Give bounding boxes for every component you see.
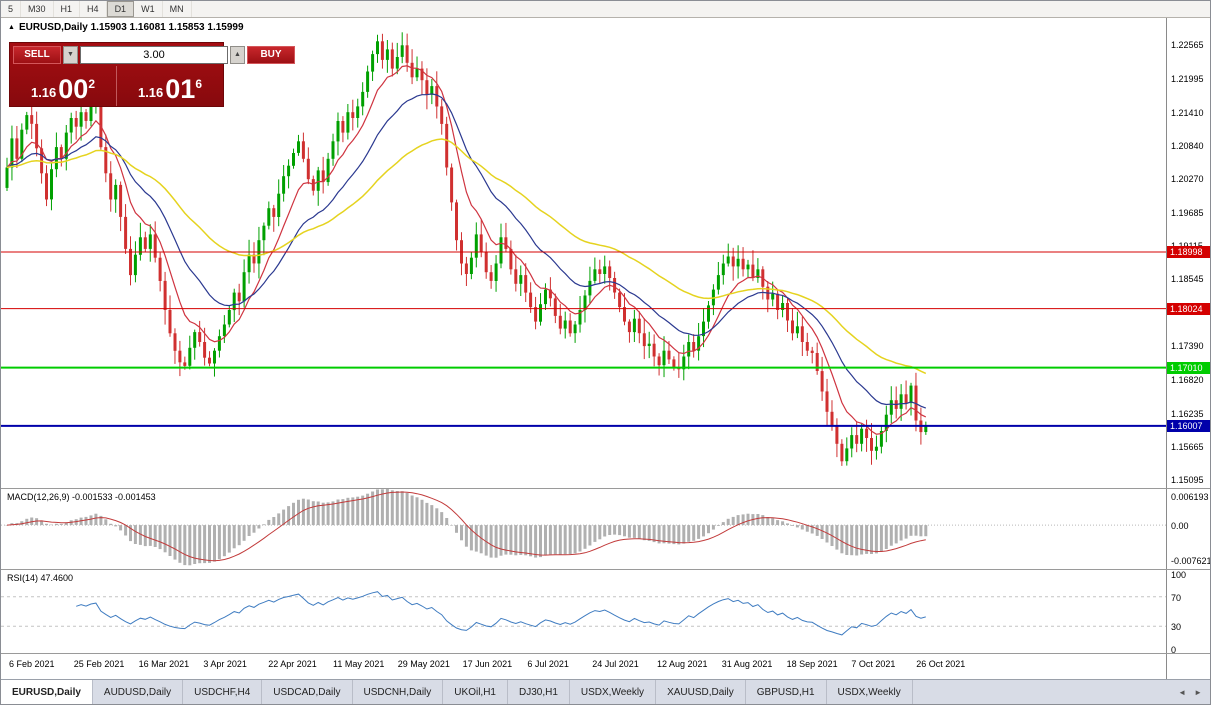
chart-tab-usdx-weekly[interactable]: USDX,Weekly [827, 680, 913, 704]
chart-tab-ukoil-h1[interactable]: UKOil,H1 [443, 680, 508, 704]
timeframe-button-W1[interactable]: W1 [134, 1, 163, 17]
tabs-scroll-left-icon[interactable]: ◄ [1178, 687, 1187, 697]
date-label: 24 Jul 2021 [592, 659, 639, 669]
volume-decrease-button[interactable]: ▼ [63, 45, 78, 64]
price-axis-tick: 1.17390 [1171, 341, 1204, 352]
timeframe-button-5[interactable]: 5 [1, 1, 22, 17]
chart-tab-usdcnh-daily[interactable]: USDCNH,Daily [353, 680, 444, 704]
date-label: 12 Aug 2021 [657, 659, 708, 669]
sell-price-mid: 00 [58, 74, 89, 104]
sell-price[interactable]: 1.16 00 2 [10, 66, 117, 106]
macd-pane[interactable] [1, 489, 1166, 569]
volume-increase-button[interactable]: ▲ [230, 45, 245, 64]
timeframe-button-H1[interactable]: H1 [54, 1, 81, 17]
price-axis-tick: 1.20840 [1171, 140, 1204, 151]
timeframe-buttons: 5 M30 H1 H4 D1 W1 MN [1, 1, 192, 17]
symbol-ohlc-text: EURUSD,Daily 1.15903 1.16081 1.15853 1.1… [18, 22, 244, 33]
macd-label: MACD(12,26,9) -0.001533 -0.001453 [7, 492, 156, 502]
buy-price-mid: 01 [165, 74, 196, 104]
buy-price-sup: 6 [195, 77, 203, 91]
sell-price-big: 1.16 [30, 85, 57, 100]
sell-button[interactable]: SELL [13, 45, 61, 64]
timeframe-button-H4[interactable]: H4 [80, 1, 107, 17]
one-click-trading-panel: SELL ▼ ▲ BUY 1.16 00 2 1.16 01 6 [9, 42, 295, 107]
chart-tab-usdcad-daily[interactable]: USDCAD,Daily [262, 680, 353, 704]
pane-separator[interactable] [1, 488, 1210, 489]
chart-tab-bar: EURUSD,Daily AUDUSD,Daily USDCHF,H4 USDCAD,… [1, 679, 1210, 704]
chart-tab-gbpusd-h1[interactable]: GBPUSD,H1 [746, 680, 827, 704]
timeframe-button-MN[interactable]: MN [163, 1, 192, 17]
macd-axis-tick: 0.00 [1171, 521, 1189, 532]
date-label: 3 Apr 2021 [203, 659, 247, 669]
price-axis-tick: 1.15665 [1171, 441, 1204, 452]
chart-tab-eurusd-daily[interactable]: EURUSD,Daily [1, 680, 93, 704]
rsi-axis-tick: 0 [1171, 644, 1177, 655]
hline-price-label: 1.17010 [1167, 361, 1210, 374]
rsi-label: RSI(14) 47.4600 [7, 573, 74, 583]
sell-price-sup: 2 [88, 77, 96, 91]
price-chart-pane[interactable] [1, 18, 1166, 488]
time-axis[interactable]: 6 Feb 2021 25 Feb 2021 16 Mar 2021 3 Apr 20… [1, 654, 1166, 679]
date-label: 31 Aug 2021 [721, 659, 773, 669]
macd-axis-tick: 0.006193 [1171, 492, 1209, 503]
rsi-axis-tick: 70 [1171, 592, 1182, 603]
date-label: 17 Jun 2021 [462, 659, 513, 669]
macd-axis-tick: -0.007621 [1171, 556, 1211, 567]
date-label: 22 Apr 2021 [268, 659, 317, 669]
chart-tabs: EURUSD,Daily AUDUSD,Daily USDCHF,H4 USDCAD,… [1, 680, 913, 704]
price-axis-tick: 1.20270 [1171, 173, 1204, 184]
timeframe-button-D1[interactable]: D1 [106, 1, 135, 17]
hline-price-label: 1.18024 [1167, 302, 1210, 315]
chart-tab-usdchf-h4[interactable]: USDCHF,H4 [183, 680, 263, 704]
date-label: 29 May 2021 [397, 659, 450, 669]
rsi-axis-tick: 100 [1171, 570, 1187, 581]
price-axis-tick: 1.18545 [1171, 274, 1204, 285]
chart-tab-usdx-weekly[interactable]: USDX,Weekly [570, 680, 657, 704]
chart-area[interactable]: 1.22565 1.21995 1.21410 1.20840 1.20270 1.196… [1, 18, 1211, 679]
price-axis[interactable]: 1.22565 1.21995 1.21410 1.20840 1.20270 1.196… [1166, 18, 1211, 679]
date-label: 25 Feb 2021 [73, 659, 125, 669]
rsi-axis-tick: 30 [1171, 622, 1182, 633]
price-axis-tick: 1.16235 [1171, 408, 1204, 419]
price-axis-tick: 1.16820 [1171, 374, 1204, 385]
date-label: 7 Oct 2021 [851, 659, 896, 669]
chart-tab-xauusd-daily[interactable]: XAUUSD,Daily [656, 680, 746, 704]
symbol-arrow-icon: ▲ [8, 24, 15, 31]
price-axis-tick: 1.22565 [1171, 40, 1204, 51]
buy-price[interactable]: 1.16 01 6 [117, 66, 223, 106]
date-label: 6 Feb 2021 [9, 659, 55, 669]
symbol-info-line: ▲ EURUSD,Daily 1.15903 1.16081 1.15853 1… [8, 22, 244, 33]
hline-price-label: 1.16007 [1167, 419, 1210, 432]
date-label: 26 Oct 2021 [916, 659, 966, 669]
hline-price-label: 1.18998 [1167, 245, 1210, 258]
pane-separator[interactable] [1, 569, 1210, 570]
timeframe-button-M30[interactable]: M30 [21, 1, 54, 17]
timeframe-toolbar: 5 M30 H1 H4 D1 W1 MN [1, 1, 1210, 18]
price-axis-tick: 1.21410 [1171, 107, 1204, 118]
tab-scroll-controls: ◄ ► [1170, 680, 1210, 704]
price-axis-tick: 1.19685 [1171, 207, 1204, 218]
buy-button[interactable]: BUY [247, 45, 295, 64]
pane-separator[interactable] [1, 653, 1210, 654]
volume-input[interactable] [80, 45, 228, 64]
date-label: 11 May 2021 [333, 659, 385, 669]
chart-tab-audusd-daily[interactable]: AUDUSD,Daily [93, 680, 184, 704]
tabs-scroll-right-icon[interactable]: ► [1194, 687, 1202, 697]
rsi-pane[interactable] [1, 570, 1166, 653]
date-label: 6 Jul 2021 [527, 659, 569, 669]
price-axis-tick: 1.21995 [1171, 73, 1204, 84]
date-label: 16 Mar 2021 [138, 659, 190, 669]
chart-tab-dj30-h1[interactable]: DJ30,H1 [508, 680, 570, 704]
buy-price-big: 1.16 [137, 85, 164, 100]
price-axis-tick: 1.15095 [1171, 474, 1204, 485]
date-label: 18 Sep 2021 [786, 659, 838, 669]
